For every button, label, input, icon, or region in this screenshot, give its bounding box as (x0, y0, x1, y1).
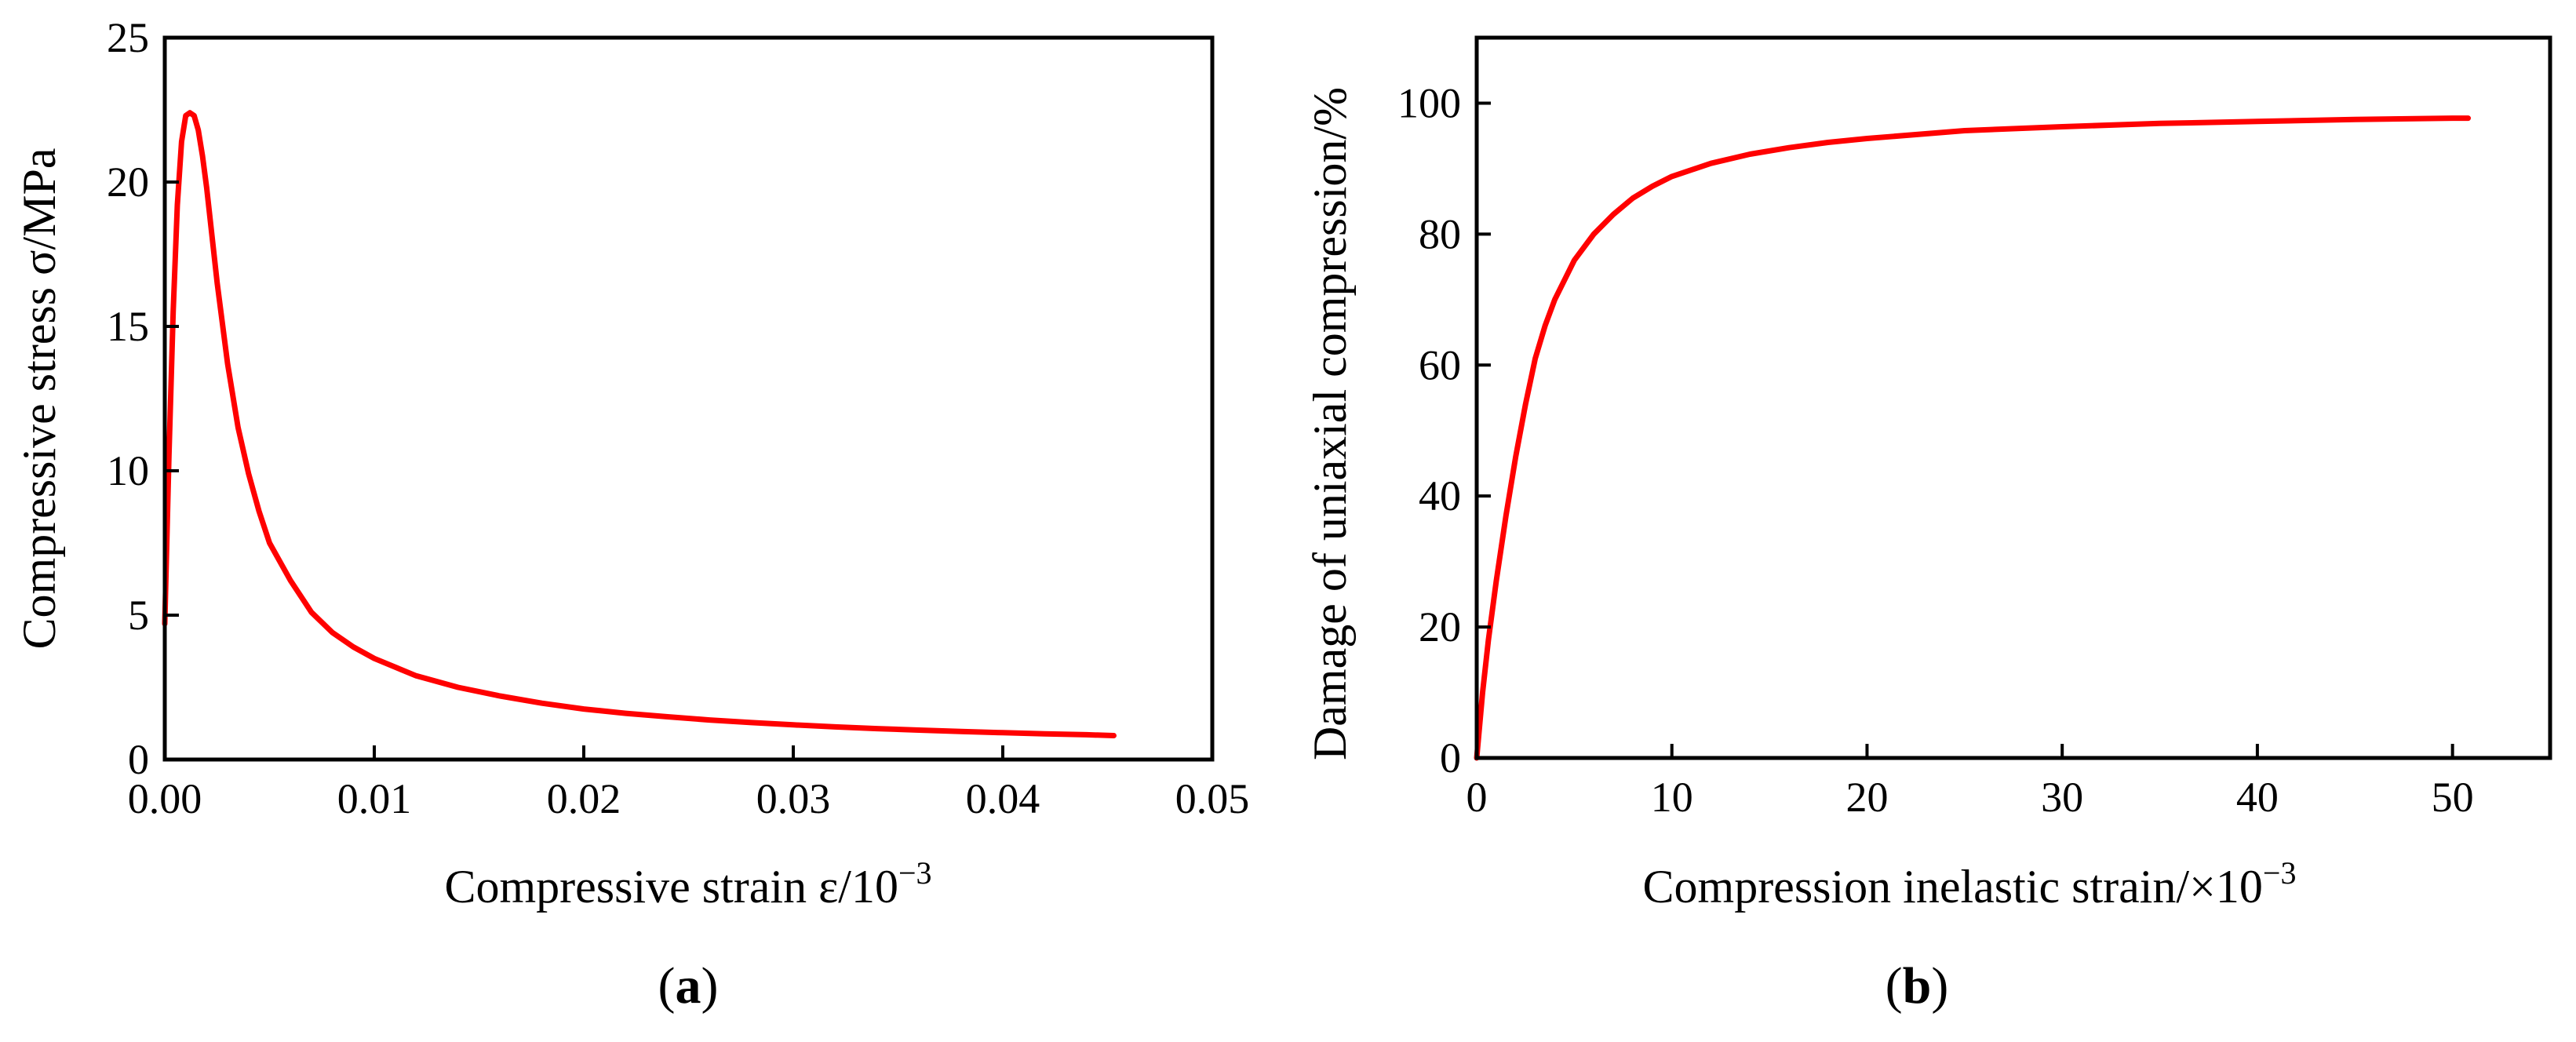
panel-a-x-tick-label: 0.03 (756, 775, 831, 822)
panel-b-x-tick-label: 10 (1651, 774, 1693, 821)
panel-a-plot-frame (162, 35, 1215, 762)
panel-b-x-tick-label: 50 (2432, 774, 2474, 821)
panel-a-x-axis-title-text: Compressive strain ε/10 (444, 861, 898, 913)
panel-b-letter: b (1903, 957, 1932, 1015)
panel-a-x-tick-label: 0.02 (547, 775, 621, 822)
panel-a-axes-ticks: 0.00 0.01 0.02 0.03 0.04 0.05 0 5 10 15 20 25 (107, 14, 1249, 822)
panel-a-letter: a (676, 957, 701, 1015)
panel-a-y-tick-label: 10 (107, 447, 149, 494)
panel-a-x-tick-label: 0.05 (1175, 775, 1250, 822)
panel-b-damage-curve (1474, 115, 2471, 761)
panel-b-y-tick-label: 100 (1397, 79, 1461, 126)
panel-b-x-axis-title-text: Compression inelastic strain/×10 (1643, 861, 2263, 913)
panel-b-x-tick-label: 20 (1845, 774, 1888, 821)
panel-a-label: (a) (658, 957, 719, 1015)
panel-b-y-tick-label: 0 (1440, 734, 1461, 782)
panel-a-y-tick-label: 25 (107, 14, 149, 61)
panel-a-y-tick-label: 5 (128, 592, 149, 639)
panel-b-axes-ticks: 0 10 20 30 40 50 0 20 40 60 80 100 (1397, 79, 2474, 821)
panel-b-y-tick-label: 20 (1419, 603, 1461, 650)
panel-b-y-axis-title: Damage of uniaxial compression/% (1304, 87, 1356, 760)
panel-b-chart: 0 10 20 30 40 50 0 20 40 60 80 100 Compression inel… (1304, 35, 2552, 1015)
panel-b-x-axis-title-exponent: −3 (2263, 855, 2297, 891)
panel-b-y-tick-label: 80 (1419, 210, 1461, 257)
panel-a-x-axis-title: Compressive strain ε/10−3 (444, 855, 931, 913)
panel-b-x-tick-label: 30 (2041, 774, 2083, 821)
panel-a-x-axis-title-exponent: −3 (898, 855, 932, 891)
panel-b-x-tick-label: 0 (1467, 774, 1488, 821)
panel-b-plot-frame (1474, 35, 2552, 760)
panel-a-x-tick-label: 0.04 (966, 775, 1040, 822)
panel-b-label: (b) (1886, 957, 1949, 1015)
panel-a-stress-strain-curve (162, 110, 1117, 738)
panel-a-y-tick-label: 0 (128, 736, 149, 783)
panel-b-y-tick-label: 60 (1419, 341, 1461, 388)
panel-a-y-tick-label: 15 (107, 303, 149, 350)
panel-b-x-tick-label: 40 (2236, 774, 2279, 821)
panel-a-y-tick-label: 20 (107, 158, 149, 206)
panel-a-chart: 0.00 0.01 0.02 0.03 0.04 0.05 0 5 10 15 20 25 Compr… (13, 14, 1249, 1015)
panel-a-y-axis-title: Compressive stress σ/MPa (13, 148, 65, 650)
panel-a-x-tick-label: 0.01 (337, 775, 412, 822)
panel-a-x-tick-label: 0.00 (128, 775, 202, 822)
panel-b-x-axis-title: Compression inelastic strain/×10−3 (1643, 855, 2297, 913)
panel-b-y-tick-label: 40 (1419, 472, 1461, 519)
